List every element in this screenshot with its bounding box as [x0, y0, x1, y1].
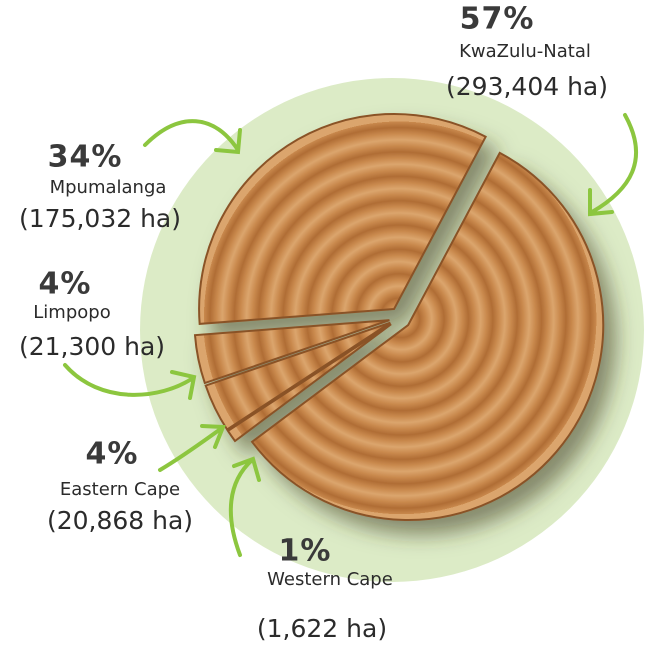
area-label: (20,868 ha) — [47, 506, 193, 535]
area-label: (1,622 ha) — [257, 614, 387, 643]
arrow — [63, 363, 197, 400]
pie-slice — [204, 321, 391, 431]
arrow — [158, 424, 226, 472]
category-label: KwaZulu-Natal — [459, 41, 591, 62]
category-label: Eastern Cape — [60, 479, 180, 500]
area-label: (21,300 ha) — [19, 332, 165, 361]
arrows — [63, 113, 638, 557]
arrow — [588, 113, 638, 217]
percent-label: 34% — [48, 140, 123, 175]
area-label: (293,404 ha) — [446, 72, 608, 101]
percent-label: 4% — [39, 267, 92, 302]
percent-label: 4% — [86, 437, 139, 472]
category-label: Limpopo — [33, 302, 110, 323]
pie — [193, 112, 605, 522]
category-label: Western Cape — [267, 569, 393, 590]
arrow — [228, 456, 261, 557]
percent-label: 1% — [279, 534, 332, 569]
percent-label: 57% — [460, 2, 535, 37]
pie-slice — [198, 112, 487, 325]
area-label: (175,032 ha) — [19, 204, 181, 233]
category-label: Mpumalanga — [50, 177, 167, 198]
labels: 57% KwaZulu-Natal (293,404 ha) 1%Western Ca… — [19, 2, 608, 644]
pie-slice — [193, 319, 390, 385]
pie-slice — [250, 151, 605, 522]
pie-slice — [226, 323, 392, 443]
arrow — [143, 119, 242, 155]
